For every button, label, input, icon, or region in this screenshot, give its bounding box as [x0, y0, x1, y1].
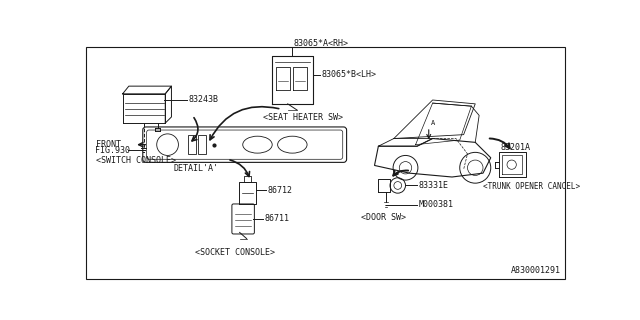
Text: 83065*A<RH>: 83065*A<RH>: [294, 39, 349, 48]
Text: A830001291: A830001291: [511, 267, 561, 276]
Text: M000381: M000381: [419, 200, 454, 209]
Text: 86711: 86711: [264, 214, 289, 223]
Text: <TRUNK OPENER CANCEL>: <TRUNK OPENER CANCEL>: [483, 182, 580, 191]
Text: <DOOR SW>: <DOOR SW>: [362, 213, 406, 222]
Text: <SOCKET CONSOLE>: <SOCKET CONSOLE>: [195, 248, 275, 257]
Text: A: A: [431, 120, 435, 126]
Text: 83243B: 83243B: [189, 95, 218, 105]
Text: DETAIL'A': DETAIL'A': [173, 164, 218, 173]
Text: 83201A: 83201A: [501, 143, 531, 152]
Text: <TRUNK OPENER CANCEL>: <TRUNK OPENER CANCEL>: [0, 319, 1, 320]
Text: 83065*B<LH>: 83065*B<LH>: [322, 70, 377, 79]
Text: 83331E: 83331E: [419, 181, 449, 190]
Text: FRONT: FRONT: [96, 140, 121, 149]
Text: <SEAT HEATER SW>: <SEAT HEATER SW>: [263, 113, 343, 122]
Text: 83201A: 83201A: [0, 319, 1, 320]
Text: <SWITCH CONSOLE>: <SWITCH CONSOLE>: [95, 156, 175, 164]
Text: FIG.930: FIG.930: [95, 146, 131, 155]
Text: 86712: 86712: [268, 186, 292, 195]
